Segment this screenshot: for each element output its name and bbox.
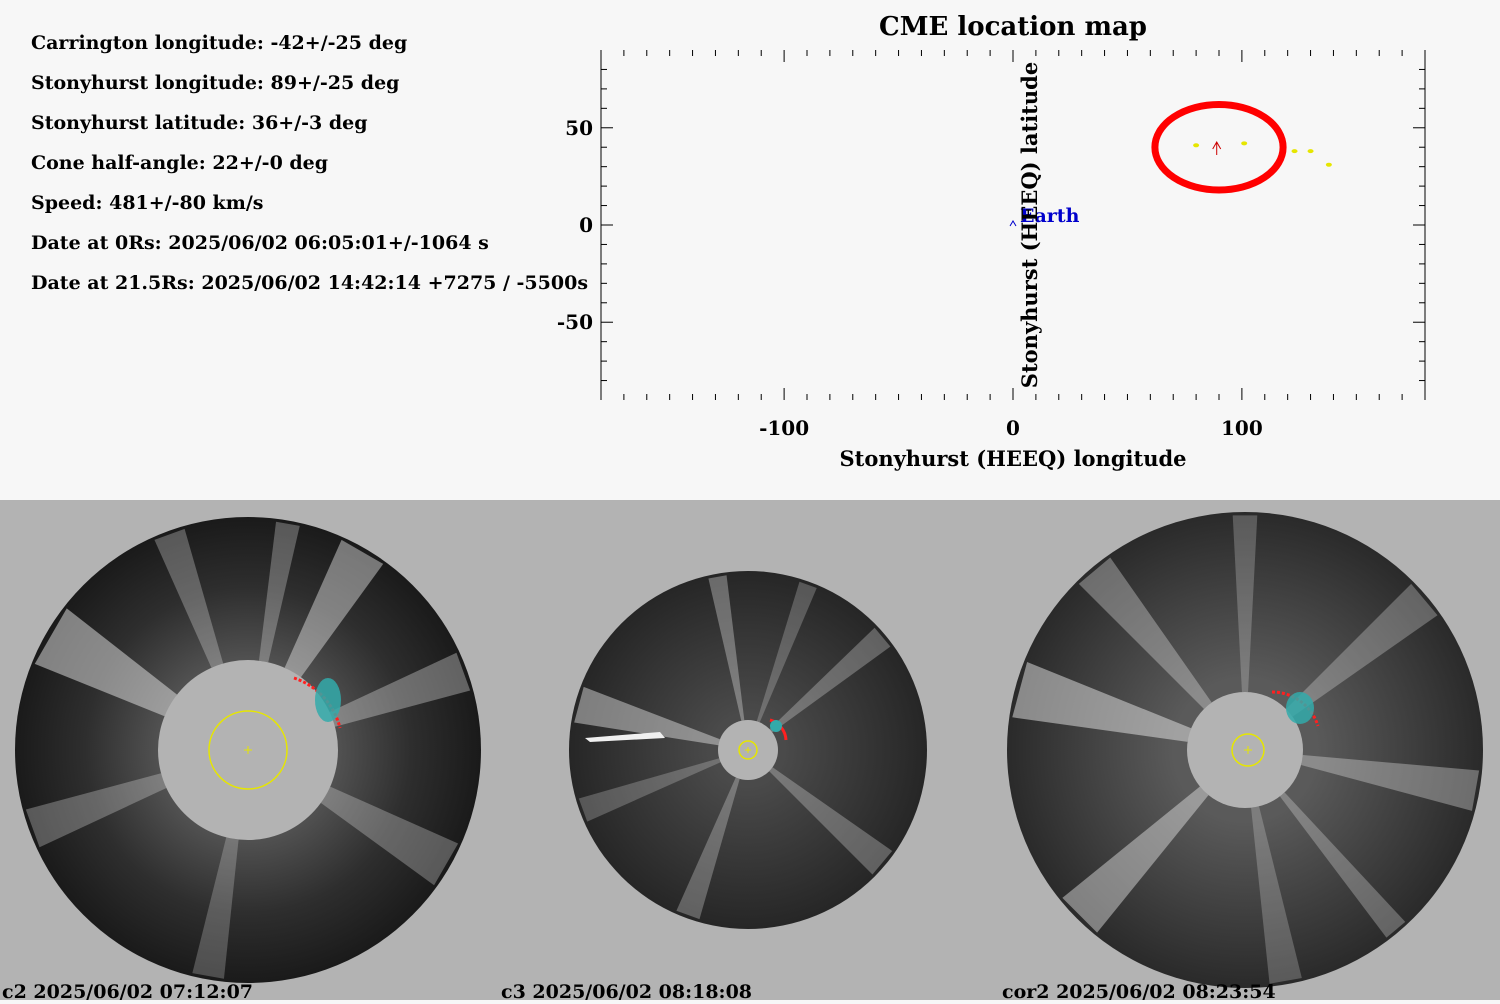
- stonyhurst-longitude: Stonyhurst longitude: 89+/-25 deg: [31, 72, 400, 94]
- streamer-ray: [578, 758, 721, 822]
- streamer-ray: [258, 521, 300, 663]
- streamer-rays: [574, 575, 893, 920]
- axis-ticks: -100 0 100 -50 0 50: [557, 50, 1425, 440]
- c2-coronagraph-image: [15, 517, 481, 983]
- date-at-21-5rs: Date at 21.5Rs: 2025/06/02 14:42:14 +727…: [31, 272, 589, 294]
- streamer-ray: [284, 539, 384, 678]
- sun-center-icon: [1244, 746, 1252, 754]
- streamer-ray: [676, 777, 740, 920]
- sun-limb-circle: [208, 710, 288, 790]
- cone-half-angle: Cone half-angle: 22+/-0 deg: [31, 152, 329, 174]
- streamer-ray: [708, 575, 745, 721]
- streamer-ray: [1286, 583, 1438, 717]
- data-gap-streak: [585, 732, 665, 742]
- x-tick-label: 0: [1006, 416, 1020, 440]
- speed: Speed: 481+/-80 km/s: [31, 192, 264, 214]
- cor2-image-label: cor2 2025/06/02 08:23:54: [1002, 981, 1276, 1000]
- y-tick-label: 50: [565, 116, 593, 140]
- streamer-ray: [1301, 755, 1480, 811]
- streamer-ray: [574, 686, 720, 746]
- plot-frame: [600, 50, 1426, 400]
- cme-feature: [1286, 692, 1314, 724]
- sun-limb-circle: [738, 740, 758, 760]
- streamer-ray: [1062, 786, 1209, 933]
- earth-marker: [1009, 220, 1017, 227]
- sun-limb-circle: [1231, 733, 1265, 767]
- x-axis-label: Stonyhurst (HEEQ) longitude: [839, 446, 1186, 471]
- sun-center-icon: [745, 747, 751, 753]
- streamer-ray: [1232, 515, 1258, 693]
- streamer-ray: [1012, 661, 1192, 742]
- yellow-point: [1241, 141, 1248, 146]
- cme-cone-outline: [1151, 100, 1287, 194]
- cme-feature: [770, 720, 782, 732]
- yellow-point: [1291, 149, 1298, 154]
- streamer-ray: [769, 627, 891, 733]
- cme-location-map: CME location map -100 0 100 -50 0 50 Earth St…: [557, 12, 1426, 471]
- cme-direction-arrow: [1212, 140, 1222, 155]
- y-tick-label: 0: [579, 213, 593, 237]
- y-axis-label: Stonyhurst (HEEQ) latitude: [1017, 62, 1042, 388]
- sun-center-icon: [244, 746, 252, 754]
- yellow-point: [1325, 162, 1332, 167]
- streamer-rays: [25, 521, 471, 979]
- chart-title: CME location map: [879, 12, 1147, 42]
- c3-coronagraph-image: [569, 571, 927, 929]
- coronagraph-panel: c2 2025/06/02 07:12:07 c3 2025/06/02 08:…: [0, 500, 1500, 1003]
- streamer-ray: [756, 581, 817, 723]
- streamer-ray: [1251, 806, 1302, 984]
- streamer-ray: [1279, 792, 1406, 938]
- carrington-longitude: Carrington longitude: -42+/-25 deg: [31, 32, 408, 54]
- earth-label: Earth: [1020, 205, 1080, 227]
- yellow-point: [1307, 149, 1314, 154]
- cme-feature: [315, 678, 341, 722]
- yellow-point: [1193, 143, 1200, 148]
- coronagraph-images: c2 2025/06/02 07:12:07 c3 2025/06/02 08:…: [2, 512, 1483, 1003]
- c3-image-label: c3 2025/06/02 08:18:08: [501, 981, 752, 1000]
- date-at-0rs: Date at 0Rs: 2025/06/02 06:05:01+/-1064 …: [31, 232, 489, 254]
- streamer-ray: [154, 528, 224, 668]
- cor2-coronagraph-image: [1007, 512, 1483, 988]
- streamer-ray: [34, 608, 178, 717]
- cme-parameters: Carrington longitude: -42+/-25 deg Stony…: [31, 30, 588, 310]
- streamer-ray: [320, 786, 459, 886]
- stonyhurst-latitude: Stonyhurst latitude: 36+/-3 deg: [31, 112, 368, 134]
- x-tick-label: -100: [759, 416, 809, 440]
- plot-marks: Earth: [1009, 100, 1332, 227]
- streamer-ray: [769, 767, 893, 875]
- streamer-ray: [1078, 557, 1212, 709]
- y-tick-label: -50: [557, 310, 593, 334]
- x-tick-label: 100: [1221, 416, 1263, 440]
- c2-image-label: c2 2025/06/02 07:12:07: [2, 981, 253, 1000]
- streamer-rays: [1012, 515, 1480, 984]
- streamer-ray: [192, 837, 239, 979]
- streamer-ray: [329, 652, 471, 727]
- streamer-ray: [25, 773, 167, 848]
